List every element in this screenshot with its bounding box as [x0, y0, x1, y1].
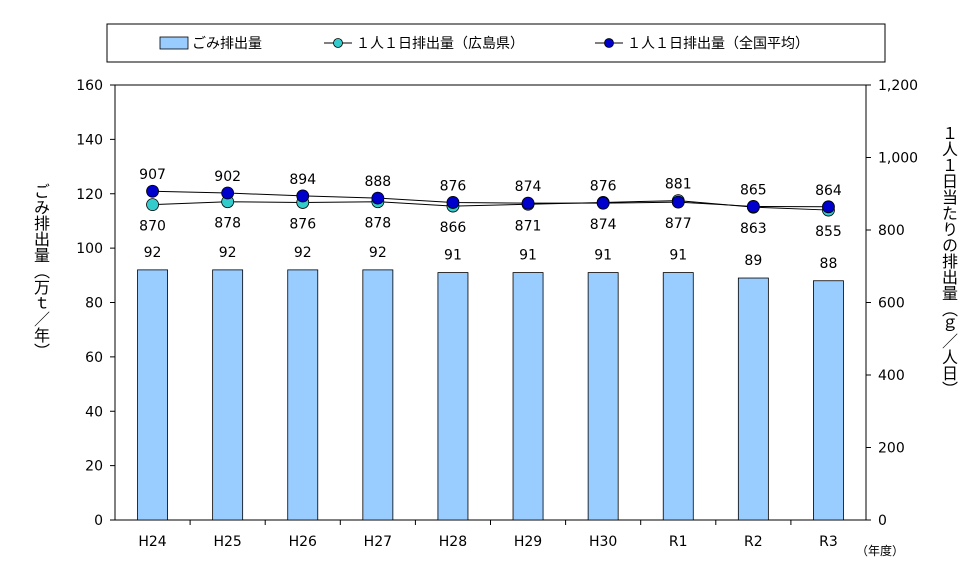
left-tick-label: 120 [76, 187, 103, 203]
x-tick-label: R3 [819, 534, 838, 550]
left-tick-label: 160 [76, 78, 103, 94]
x-tick-label: H27 [364, 534, 392, 550]
left-tick-label: 20 [85, 459, 103, 475]
x-tick-label: H24 [138, 534, 166, 550]
bar-data-label: 89 [744, 253, 762, 269]
marker-national [146, 184, 159, 198]
left-tick-label: 140 [76, 132, 103, 148]
national-data-label: 907 [139, 167, 166, 183]
x-tick-label: H29 [514, 534, 542, 550]
left-tick-label: 100 [76, 241, 103, 257]
left-tick-label: 40 [85, 404, 103, 420]
bar [813, 280, 844, 521]
marker-national [446, 196, 460, 209]
national-data-label: 876 [440, 178, 467, 194]
pref-data-label: 881 [665, 177, 692, 193]
bar-data-label: 91 [669, 248, 687, 264]
bar [137, 269, 168, 521]
national-data-label: 865 [740, 182, 767, 198]
pref-data-label: 870 [139, 219, 166, 235]
right-tick-label: 1,000 [878, 151, 918, 167]
bar [512, 272, 544, 521]
marker-national [221, 186, 235, 200]
right-tick-label: 1,200 [878, 78, 918, 94]
marker-national [371, 191, 385, 205]
marker-national [296, 189, 310, 203]
right-tick-label: 600 [878, 296, 905, 312]
bar-data-label: 91 [594, 248, 612, 264]
bar [362, 269, 394, 521]
marker-national [596, 196, 610, 210]
bar [737, 277, 769, 521]
pref-data-label: 871 [515, 218, 542, 234]
left-axis-title: ごみ排出量（万ｔ／年） [31, 183, 50, 359]
x-tick-label: R1 [669, 534, 688, 550]
bar-data-label: 91 [519, 248, 537, 264]
national-data-label: 877 [665, 216, 692, 232]
pref-data-label: 876 [590, 178, 617, 194]
bar [662, 272, 694, 521]
x-tick-label: H28 [439, 534, 467, 550]
national-data-label: 894 [289, 172, 316, 188]
bar-data-label: 92 [144, 245, 162, 261]
x-tick-label: H30 [589, 534, 617, 550]
legend-label-pref: １人１日排出量（広島県） [356, 36, 524, 52]
x-tick-label: H25 [213, 534, 241, 550]
national-data-label: 874 [590, 217, 617, 233]
left-tick-label: 60 [85, 350, 103, 366]
marker-national [746, 200, 760, 213]
right-tick-label: 200 [878, 441, 905, 457]
legend [106, 23, 886, 63]
pref-data-label: 876 [289, 216, 316, 232]
national-data-label: 864 [815, 183, 842, 199]
legend-label-national: １人１日排出量（全国平均） [627, 35, 809, 52]
pref-data-label: 878 [364, 216, 391, 232]
marker-national [671, 195, 685, 209]
bar [587, 272, 619, 521]
bar [212, 269, 244, 521]
legend-swatch-national-marker [604, 38, 614, 48]
right-tick-label: 0 [878, 513, 887, 529]
pref-data-label: 863 [740, 221, 767, 237]
pref-data-label: 866 [440, 220, 467, 236]
bar-data-label: 92 [219, 245, 237, 261]
left-tick-label: 80 [85, 296, 103, 312]
pref-data-label: 855 [815, 224, 842, 240]
bar-data-label: 88 [820, 256, 838, 272]
bar [287, 269, 319, 521]
national-data-label: 888 [364, 174, 391, 190]
pref-data-label: 878 [214, 216, 241, 232]
x-tick-label: R2 [744, 534, 763, 550]
bar-data-label: 91 [444, 248, 462, 264]
right-tick-label: 800 [878, 223, 905, 239]
bar-data-label: 92 [369, 245, 387, 261]
marker-national [521, 196, 535, 210]
line-national [152, 190, 829, 208]
legend-label-bar: ごみ排出量 [192, 36, 262, 52]
x-axis-unit: （年度） [856, 544, 905, 558]
legend-swatch-bar [159, 36, 189, 50]
marker-pref [146, 198, 159, 212]
right-axis-title: １人１日当たりの排出量（ｇ／人日） [939, 125, 958, 397]
right-tick-label: 400 [878, 368, 905, 384]
marker-national [822, 200, 835, 214]
x-tick-label: H26 [289, 534, 317, 550]
left-tick-label: 0 [94, 513, 103, 529]
national-data-label: 902 [214, 169, 241, 185]
bar [437, 272, 469, 521]
legend-swatch-pref-marker [333, 38, 343, 48]
bar-data-label: 92 [294, 245, 312, 261]
national-data-label: 874 [515, 179, 542, 195]
